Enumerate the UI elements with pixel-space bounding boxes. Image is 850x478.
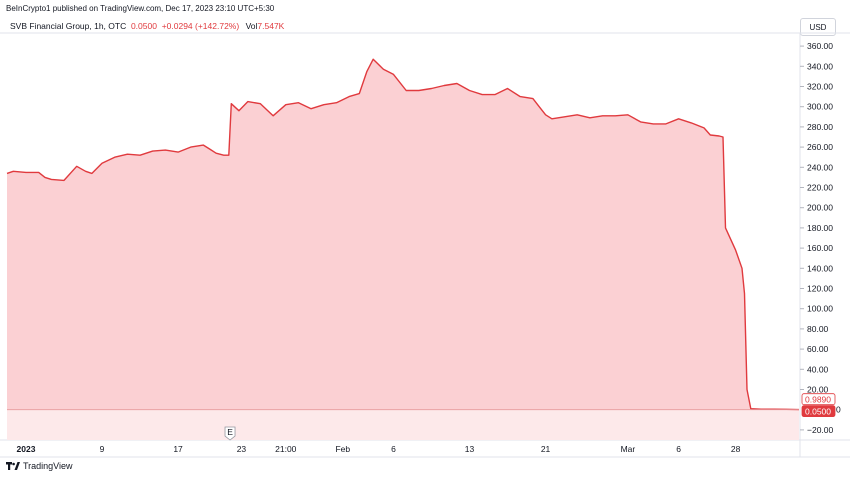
x-tick-label: Mar	[621, 444, 636, 454]
symbol-legend: SVB Financial Group, 1h, OTC 0.0500 +0.0…	[10, 21, 284, 31]
y-tick-label: 140.00	[807, 263, 833, 273]
x-tick-label: 23	[237, 444, 247, 454]
price-label: 0.9890	[805, 395, 831, 405]
earnings-event-marker	[224, 426, 236, 441]
below-zero-shade	[7, 409, 799, 440]
y-tick-label: 160.00	[807, 243, 833, 253]
y-tick-label: 320.00	[807, 82, 833, 92]
volume-value: 7.547K	[257, 21, 285, 31]
y-tick-label: 300.00	[807, 102, 833, 112]
y-tick-label: 20.00	[807, 385, 829, 395]
price-label-box	[801, 405, 836, 418]
x-tick-label: 2023	[17, 444, 36, 454]
area-fill	[7, 59, 799, 410]
y-tick-label: 40.00	[807, 364, 829, 374]
x-tick-label: 21	[541, 444, 551, 454]
x-tick-label: 13	[465, 444, 475, 454]
y-tick-label: 80.00	[807, 324, 829, 334]
series-line	[6, 58, 800, 411]
brand-name: TradingView	[23, 461, 73, 471]
y-tick-label: −20.00	[807, 425, 834, 435]
y-tick-label: 360.00	[807, 41, 833, 51]
y-tick-label: 100.00	[807, 304, 833, 314]
tradingview-logo[interactable]: TradingView	[6, 461, 73, 471]
price-change: +0.0294 (+142.72%)	[161, 21, 240, 31]
x-tick-label: 28	[731, 444, 741, 454]
x-tick-label: 17	[173, 444, 183, 454]
price-label: 0.0500	[805, 407, 831, 417]
y-tick-label: 200.00	[807, 203, 833, 213]
earnings-event-label: E	[227, 427, 233, 437]
y-tick-label: 240.00	[807, 162, 833, 172]
y-tick-label: 280.00	[807, 122, 833, 132]
y-tick-label: 180.00	[807, 223, 833, 233]
price-label-box	[801, 393, 836, 406]
volume-label: Vol	[245, 21, 258, 31]
tradingview-icon	[6, 462, 20, 470]
x-tick-label: 21:00	[275, 444, 297, 454]
publisher-note: BeInCrypto1 published on TradingView.com…	[6, 4, 275, 13]
x-tick-label: 9	[100, 444, 105, 454]
currency-button[interactable]: USD	[800, 18, 836, 36]
y-tick-label: 60.00	[807, 344, 829, 354]
symbol-name: SVB Financial Group, 1h, OTC	[10, 21, 127, 31]
x-tick-label: Feb	[335, 444, 350, 454]
y-tick-label: 120.00	[807, 284, 833, 294]
x-tick-label: 6	[391, 444, 396, 454]
x-tick-label: 6	[676, 444, 681, 454]
zero-line-label: 0	[836, 405, 841, 415]
y-tick-label: 340.00	[807, 61, 833, 71]
y-tick-label: 260.00	[807, 142, 833, 152]
last-price: 0.0500	[130, 21, 157, 31]
y-tick-label: 220.00	[807, 183, 833, 193]
